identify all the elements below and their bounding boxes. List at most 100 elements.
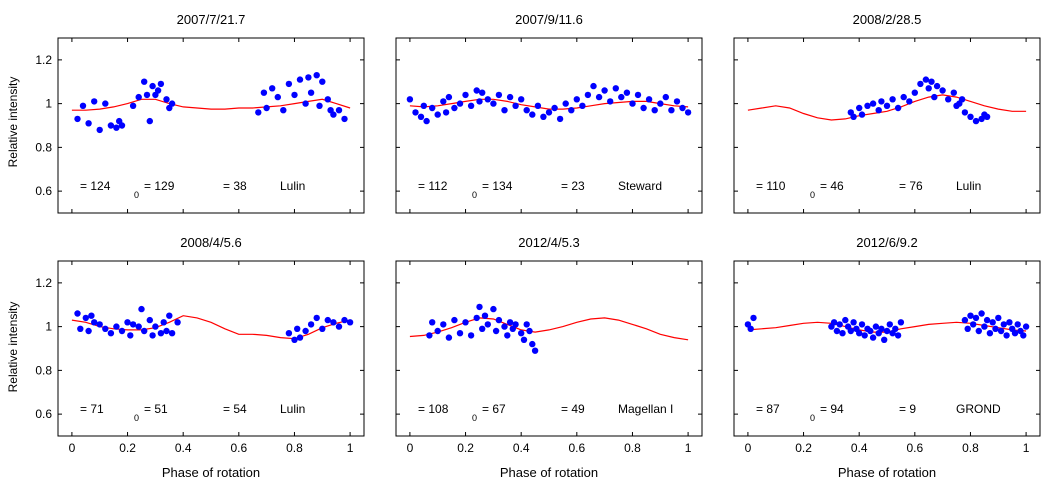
observed-point xyxy=(113,323,120,330)
observed-point xyxy=(894,332,902,339)
observed-point xyxy=(983,113,991,121)
observed-point xyxy=(540,113,547,121)
y-tick-label: 1.2 xyxy=(35,53,52,67)
observed-point xyxy=(997,327,1005,335)
model-curve xyxy=(409,98,689,110)
annotation-alpha: = 124 xyxy=(80,179,111,193)
plot-frame xyxy=(733,260,1041,437)
panel-4: 2008/4/5.6 0 0.2 0.4 0.6 0.8 1 0.6 0.8 1 1.2 = 71 0 =… xyxy=(35,235,365,455)
x-tick-label: 0.4 xyxy=(513,441,530,455)
observed-point xyxy=(492,327,500,335)
observed-point xyxy=(931,93,938,101)
observed-point xyxy=(135,323,142,330)
observed-point xyxy=(864,102,871,110)
observed-point xyxy=(842,316,849,324)
observed-point xyxy=(420,102,427,110)
observed-point xyxy=(568,107,575,114)
observed-point xyxy=(319,78,326,85)
observed-point xyxy=(91,98,98,105)
observed-point xyxy=(607,98,614,105)
observed-point xyxy=(986,330,994,337)
observed-point xyxy=(426,332,433,339)
observed-point xyxy=(925,85,932,92)
annotation-observatory: Lulin xyxy=(280,179,305,193)
observed-point xyxy=(495,91,503,99)
observed-point xyxy=(961,109,969,116)
observed-point xyxy=(285,330,293,337)
observed-point xyxy=(484,96,491,103)
observed-point xyxy=(96,321,103,328)
observed-point xyxy=(417,113,425,121)
observed-point xyxy=(668,107,675,114)
observed-point xyxy=(445,334,453,341)
annotation-alpha: = 87 xyxy=(756,402,780,416)
observed-point xyxy=(939,87,946,94)
annotation-alpha: = 71 xyxy=(80,402,104,416)
observed-point xyxy=(168,330,176,337)
observed-point xyxy=(601,87,608,94)
observed-point xyxy=(869,100,877,107)
observed-point xyxy=(490,100,497,107)
model-curve xyxy=(409,317,689,341)
annotation-subscript: 0 xyxy=(810,413,815,423)
observed-point xyxy=(324,96,331,103)
observed-point xyxy=(889,96,896,103)
x-tick-label: 0.2 xyxy=(119,441,136,455)
panel-3: 2008/2/28.5 = 110 0 = 46 = 76 Lulin xyxy=(733,12,1041,214)
observed-point xyxy=(335,107,343,114)
observed-point xyxy=(529,340,536,348)
x-tick-label: 0 xyxy=(745,441,752,455)
y-axis-label-row-1: Relative intensity xyxy=(6,77,20,168)
x-tick-label: 0.6 xyxy=(230,441,247,455)
y-tick-label: 0.8 xyxy=(35,363,52,377)
observed-point xyxy=(928,78,935,85)
observed-point xyxy=(484,321,491,328)
annotation-subscript: 0 xyxy=(472,190,477,200)
observed-point xyxy=(479,325,486,332)
x-tick-label: 1 xyxy=(347,441,354,455)
observed-point xyxy=(85,120,92,127)
observed-point xyxy=(623,89,631,96)
observed-point xyxy=(412,109,419,116)
y-tick-label: 1 xyxy=(45,320,52,334)
observed-point xyxy=(872,323,880,330)
observed-point xyxy=(102,325,109,332)
observed-point xyxy=(406,96,414,103)
observed-point xyxy=(85,327,92,335)
observed-point xyxy=(526,327,533,335)
observed-point xyxy=(981,323,988,330)
observed-point xyxy=(341,115,348,123)
observed-point xyxy=(442,109,450,116)
observed-point xyxy=(1022,323,1030,330)
observed-point xyxy=(141,78,148,85)
observed-point xyxy=(906,98,913,105)
y-axis-label-row-2: Relative intensity xyxy=(6,302,20,393)
observed-point xyxy=(850,319,857,326)
observed-point xyxy=(523,321,530,328)
plot-frame xyxy=(733,37,1041,214)
observed-point xyxy=(972,314,980,322)
observed-point xyxy=(335,323,343,330)
annotation-beta: = 67 xyxy=(482,402,506,416)
plot-frame xyxy=(57,37,365,214)
y-tick-label: 0.8 xyxy=(35,140,52,154)
observed-point xyxy=(900,93,907,101)
x-tick-label: 0.4 xyxy=(175,441,192,455)
observed-point xyxy=(451,316,458,324)
observed-point xyxy=(316,102,323,110)
observed-point xyxy=(978,310,985,317)
observed-point xyxy=(149,332,156,339)
observed-point xyxy=(296,334,304,341)
y-tick-label: 0.6 xyxy=(35,184,52,198)
annotation-gamma: = 76 xyxy=(899,179,923,193)
observed-point xyxy=(168,100,176,107)
observed-point xyxy=(512,321,519,328)
observed-point xyxy=(883,102,891,110)
observed-point xyxy=(501,323,508,330)
observed-point xyxy=(313,72,320,79)
observed-point xyxy=(129,102,137,110)
annotation-observatory: GROND xyxy=(956,402,1001,416)
observed-point xyxy=(462,91,469,99)
x-tick-label: 0.6 xyxy=(568,441,585,455)
